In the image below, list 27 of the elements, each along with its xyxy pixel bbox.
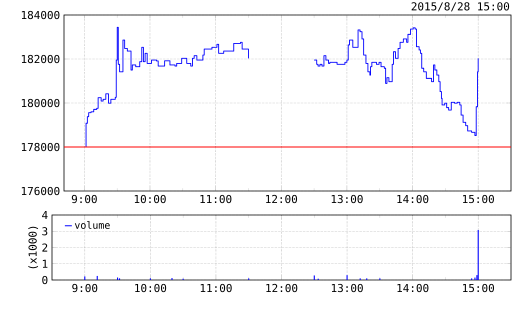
x-tick-label: 11:00 (200, 284, 232, 292)
y-tick-label: 178000 (22, 142, 60, 152)
x-tick-label: 12:00 (266, 194, 298, 204)
y-axis-title: (x1000) (28, 226, 38, 268)
y-tick-label: 182000 (22, 54, 60, 64)
y-tick-label: 4 (42, 211, 48, 219)
x-tick-label: 9:00 (72, 284, 98, 292)
y-tick-label: 1 (42, 260, 48, 268)
x-tick-label: 10:00 (134, 194, 166, 204)
x-tick-label: 15:00 (463, 284, 494, 292)
x-tick-label: 15:00 (463, 194, 494, 204)
y-tick-label: 180000 (22, 98, 60, 108)
y-tick-label: 184000 (22, 10, 60, 20)
chart-subtitle: 2015/8/28 15:00 (412, 2, 510, 12)
x-tick-label: 14:00 (397, 194, 428, 204)
x-tick-label: 11:00 (200, 194, 232, 204)
x-tick-label: 9:00 (72, 194, 97, 204)
x-tick-label: 12:00 (266, 284, 298, 292)
y-tick-label: 0 (42, 276, 48, 284)
legend-label: volume (74, 221, 110, 229)
x-tick-label: 10:00 (135, 284, 166, 292)
y-tick-label: 3 (42, 227, 48, 236)
y-tick-label: 2 (42, 243, 48, 252)
x-tick-label: 13:00 (332, 284, 363, 292)
x-tick-label: 14:00 (397, 284, 428, 292)
y-tick-label: 176000 (22, 186, 60, 196)
x-tick-label: 13:00 (332, 194, 363, 204)
